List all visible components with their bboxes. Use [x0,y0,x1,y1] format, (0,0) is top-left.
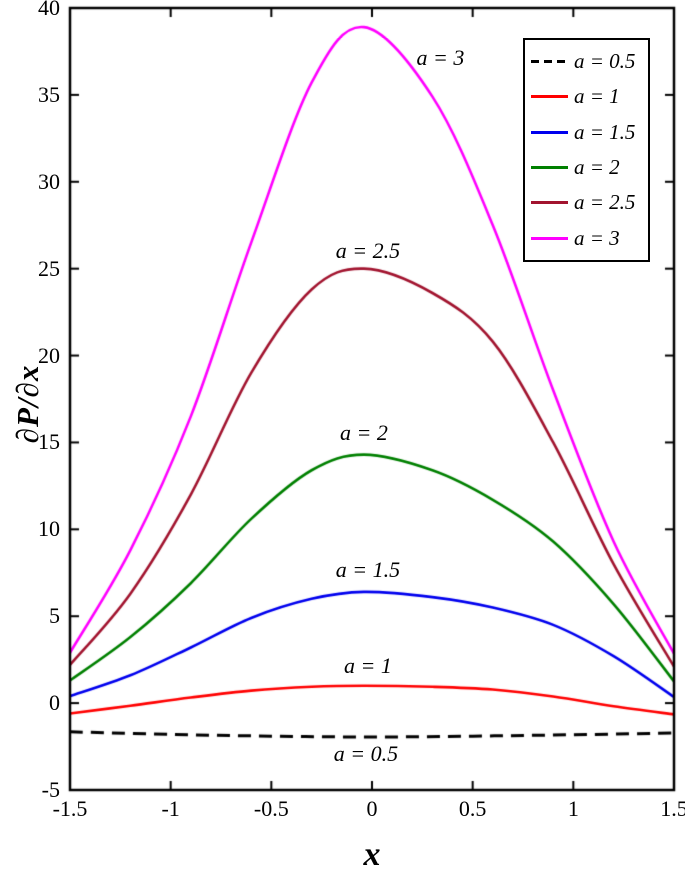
legend-line-sample [531,130,568,134]
x-tick-label: 0.5 [458,796,487,821]
legend-line-sample [531,236,568,240]
x-tick-label: -1.5 [52,796,88,821]
y-tick-label: 25 [38,255,60,281]
legend: a = 0.5 a = 1 a = 1.5 a = 2 a = 2.5 a = 3 [523,38,650,262]
curve-label-annotation: a = 3 [416,45,465,71]
y-tick-label: 30 [38,168,60,194]
curve-label-annotation: a = 2 [340,419,388,445]
legend-item: a = 3 [531,222,648,254]
curve-label-annotation: a = 1 [344,652,392,678]
x-axis-title: x [363,836,381,873]
legend-item-label: a = 1 [574,84,620,109]
legend-item-label: a = 0.5 [574,49,636,74]
curve-label-annotation: a = 2.5 [335,238,401,264]
x-tick-label: -1 [161,796,180,821]
legend-item-label: a = 2 [574,155,620,180]
legend-item-label: a = 3 [574,225,620,250]
y-tick-label: 5 [49,603,60,629]
x-tick-label: 0 [366,796,378,821]
y-tick-label: 20 [38,342,60,368]
y-tick-label: 15 [38,429,60,455]
legend-line-sample [531,166,568,170]
x-tick-label: 1.5 [660,796,685,821]
legend-item: a = 1 [531,81,648,113]
y-tick-label: 40 [38,0,60,20]
y-tick-label: 0 [49,690,60,716]
legend-item: a = 1.5 [531,116,648,148]
legend-line-sample [531,60,568,64]
y-tick-label: -5 [41,777,60,802]
legend-item-label: a = 1.5 [574,119,636,144]
curve-label-annotation: a = 0.5 [333,740,399,766]
legend-item: a = 2 [531,152,648,184]
legend-item: a = 2.5 [531,187,648,219]
curve-label-annotation: a = 1.5 [335,557,401,583]
legend-line-sample [531,201,568,205]
y-tick-label: 35 [38,81,60,107]
legend-line-sample [531,95,568,99]
x-tick-label: -0.5 [253,796,289,821]
legend-item: a = 0.5 [531,46,648,78]
y-tick-label: 10 [38,516,60,542]
x-tick-label: 1 [567,796,579,821]
legend-item-label: a = 2.5 [574,190,636,215]
